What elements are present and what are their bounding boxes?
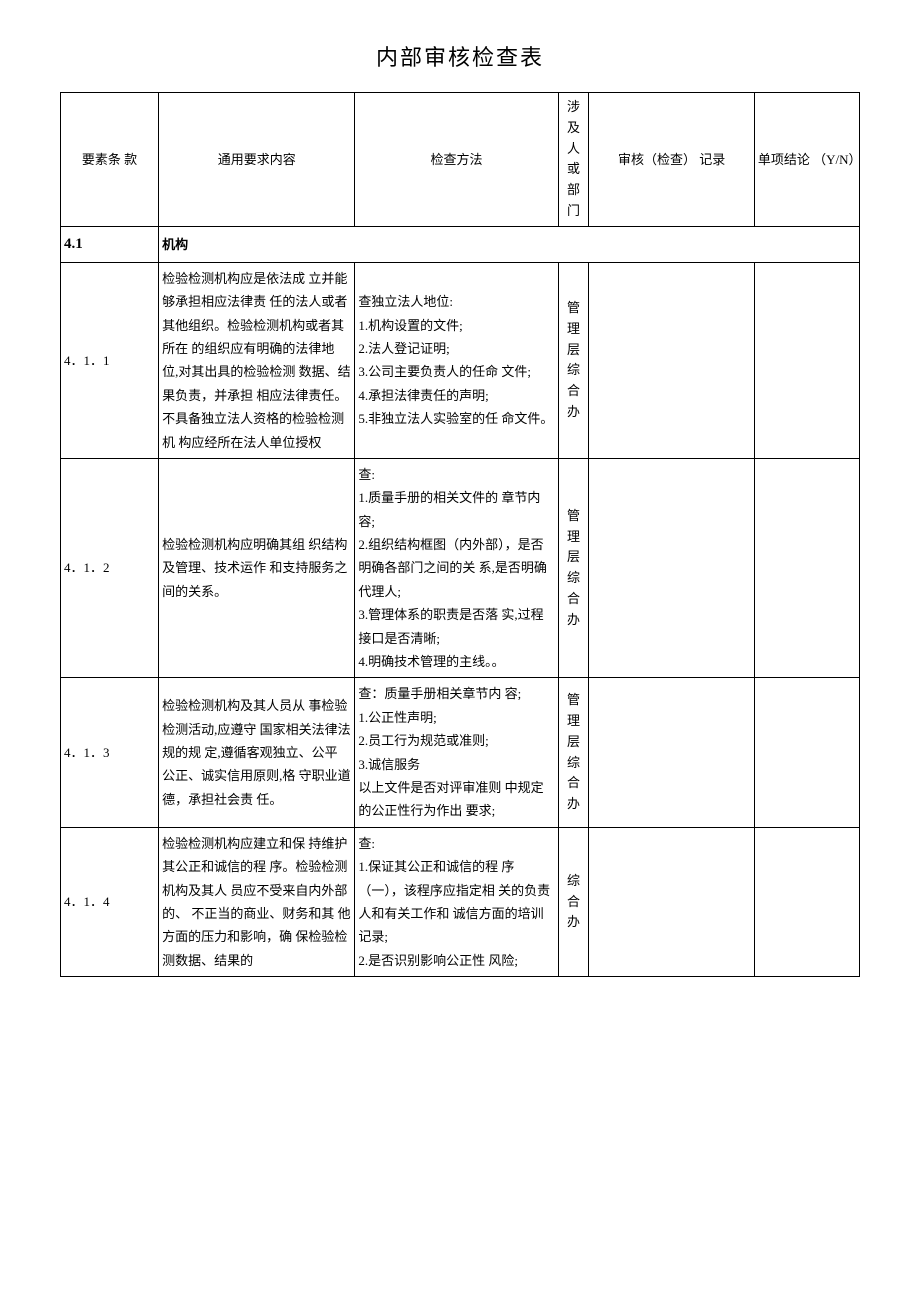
cell-record <box>589 262 754 458</box>
cell-dept: 管 理 层 综 合 办 <box>558 458 589 678</box>
col-header-method: 检查方法 <box>355 93 558 227</box>
audit-checklist-table: 要素条 款 通用要求内容 检查方法 涉 及 人 或 部 门 审核（检查） 记录 … <box>60 92 860 977</box>
col-header-dept: 涉 及 人 或 部 门 <box>558 93 589 227</box>
table-row: 4．1．4 检验检测机构应建立和保 持维护其公正和诚信的程 序。检验检测机构及其… <box>61 827 860 976</box>
section-header-row: 4.1 机构 <box>61 226 860 262</box>
cell-clause: 4．1．4 <box>61 827 159 976</box>
cell-record <box>589 827 754 976</box>
table-row: 4．1．2 检验检测机构应明确其组 织结构及管理、技术运作 和支持服务之间的关系… <box>61 458 860 678</box>
table-header-row: 要素条 款 通用要求内容 检查方法 涉 及 人 或 部 门 审核（检查） 记录 … <box>61 93 860 227</box>
cell-dept: 管 理 层 综 合 办 <box>558 678 589 827</box>
page-title: 内部审核检查表 <box>60 40 860 72</box>
cell-method: 查: 1.保证其公正和诚信的程 序（一），该程序应指定相 关的负责人和有关工作和… <box>355 827 558 976</box>
col-header-requirement: 通用要求内容 <box>159 93 355 227</box>
cell-clause: 4．1．2 <box>61 458 159 678</box>
cell-method: 查：质量手册相关章节内 容; 1.公正性声明; 2.员工行为规范或准则; 3.诚… <box>355 678 558 827</box>
section-number: 4.1 <box>61 226 159 262</box>
cell-clause: 4．1．3 <box>61 678 159 827</box>
cell-dept: 管 理 层 综 合 办 <box>558 262 589 458</box>
cell-clause: 4．1．1 <box>61 262 159 458</box>
cell-record <box>589 458 754 678</box>
cell-requirement: 检验检测机构应明确其组 织结构及管理、技术运作 和支持服务之间的关系。 <box>159 458 355 678</box>
col-header-clause: 要素条 款 <box>61 93 159 227</box>
cell-method: 查: 1.质量手册的相关文件的 章节内容; 2.组织结构框图（内外部），是否明确… <box>355 458 558 678</box>
col-header-conclusion: 单项结论 （Y/N） <box>754 93 859 227</box>
cell-conclusion <box>754 458 859 678</box>
cell-record <box>589 678 754 827</box>
cell-requirement: 检验检测机构应建立和保 持维护其公正和诚信的程 序。检验检测机构及其人 员应不受… <box>159 827 355 976</box>
cell-method: 查独立法人地位: 1.机构设置的文件; 2.法人登记证明; 3.公司主要负责人的… <box>355 262 558 458</box>
cell-conclusion <box>754 827 859 976</box>
table-row: 4．1．1 检验检测机构应是依法成 立并能够承担相应法律责 任的法人或者其他组织… <box>61 262 860 458</box>
cell-conclusion <box>754 262 859 458</box>
cell-requirement: 检验检测机构应是依法成 立并能够承担相应法律责 任的法人或者其他组织。检验检测机… <box>159 262 355 458</box>
col-header-record: 审核（检查） 记录 <box>589 93 754 227</box>
section-label: 机构 <box>159 226 860 262</box>
cell-dept: 综 合 办 <box>558 827 589 976</box>
cell-requirement: 检验检测机构及其人员从 事检验检测活动,应遵守 国家相关法律法规的规 定,遵循客… <box>159 678 355 827</box>
cell-conclusion <box>754 678 859 827</box>
table-row: 4．1．3 检验检测机构及其人员从 事检验检测活动,应遵守 国家相关法律法规的规… <box>61 678 860 827</box>
